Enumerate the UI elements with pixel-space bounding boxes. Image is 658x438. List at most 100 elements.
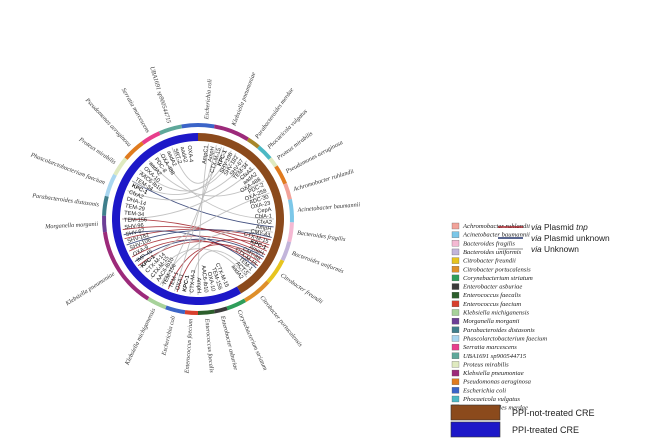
gene-label: AAC6-Ib10 [200, 265, 209, 293]
gene-label: AmpH [195, 277, 201, 293]
treatment-ring [111, 133, 284, 305]
legend-species-name: Enterococcus faecium [462, 301, 521, 308]
species-arc-ring [102, 123, 294, 315]
species-label: Enterobacter asburiae [219, 314, 240, 371]
species-label: Serratia marcescens [120, 87, 152, 135]
legend-label-not-treated: PPI-not-treated CRE [512, 408, 595, 418]
link-line [121, 218, 268, 252]
gene-label: SRT-2 [172, 148, 183, 165]
species-label: Klebsiella michiganensis [123, 307, 157, 367]
legend-species-name: Bacteroides fragilis [463, 240, 515, 247]
species-arc [280, 241, 292, 262]
species-label: Escherichia coli [203, 79, 214, 121]
link-line [121, 167, 255, 220]
gene-label: ADC-30 [249, 194, 270, 206]
link-line [161, 146, 222, 287]
gene-label: CfxA2 [257, 219, 273, 226]
species-label: Corynebacterium striatum [236, 309, 269, 372]
legend-label-treated: PPI-treated CRE [512, 425, 579, 435]
species-arc [158, 124, 183, 135]
gene-label: TEM-34 [124, 211, 144, 219]
legend-swatch-not-treated [450, 404, 501, 421]
species-label: UBA1691 sp900544715 [148, 66, 172, 125]
link-line [139, 152, 237, 192]
legend-species-name: Klebsiella pneumoniae [462, 370, 524, 377]
gene-label: OXA-23 [250, 201, 271, 211]
legend-swatch [451, 248, 460, 256]
species-arc [198, 309, 215, 315]
link-lines [121, 143, 275, 296]
legend-species-name: Enterococcus faecalis [462, 292, 521, 299]
link-line [123, 230, 257, 269]
species-arc [165, 305, 186, 315]
gene-label: CblA-1 [255, 213, 272, 220]
legend-species-name: Citrobacter portucalensis [463, 266, 531, 273]
legend-swatch [451, 395, 460, 403]
legend-species-name: Phocaeicola vulgatus [462, 396, 520, 403]
link-line [127, 160, 248, 201]
species-label: Enterococcus faecium [184, 318, 195, 374]
legend-swatch [451, 361, 460, 368]
legend-species-name: Parabacteroides distasonis [462, 327, 535, 334]
species-label: Phascolarctobacterium faecium [29, 151, 107, 186]
legend-swatch-treated [450, 421, 501, 438]
species-arc [102, 231, 150, 301]
legend-swatch [451, 292, 460, 299]
legend-species-name: Serratia marcescens [463, 344, 517, 351]
legend-swatch [451, 387, 460, 394]
species-label: Parabacteroides merdae [253, 87, 295, 141]
legend-species-name: Pseudomonas aeruginosa [462, 379, 532, 386]
link-line [174, 145, 217, 292]
species-label: Acinetobacter baumannii [296, 201, 360, 214]
legend-species-name: Escherichia coli [462, 387, 506, 394]
gene-label: CepA [257, 207, 272, 215]
species-label: Enterococcus faecalis [203, 317, 215, 373]
link-line [189, 250, 252, 295]
species-arc [244, 280, 270, 303]
species-label: Morganella morganii [44, 221, 99, 231]
species-arc [287, 222, 294, 243]
species-label: Citrobacter freundii [279, 272, 324, 306]
species-label: Klebsiella pneumoniae [230, 71, 257, 128]
gene-label: AmpH [255, 224, 271, 232]
treatment-legend: PPI-not-treated CRE PPI-treated CRE [450, 404, 595, 438]
link-line [137, 241, 261, 267]
link-type-legend: via Plasmid tnp via Plasmid unknown via … [498, 222, 610, 254]
gene-label: KPC-1 [182, 275, 191, 293]
gene-label: SHV-96 [124, 223, 144, 231]
species-legend: Achromobacter ruhlandii Acinetobacter bau… [451, 222, 547, 412]
arc-ppi-not-treated [198, 133, 284, 294]
link-line [159, 152, 275, 220]
link-line [131, 180, 274, 228]
legend-species-name: Phascolarctobacterium faecium [462, 335, 547, 342]
species-arc [124, 141, 144, 160]
legend-swatch [451, 343, 460, 351]
gene-label: aadA2 [179, 146, 188, 163]
legend-swatch [451, 369, 460, 377]
legend-species-name: Enterobacter asburiae [462, 284, 522, 291]
species-arc [181, 123, 198, 129]
species-arc [266, 259, 285, 284]
species-arc [213, 124, 249, 141]
species-label: Achromobacter ruhlandii [292, 168, 355, 193]
species-arc [274, 165, 288, 185]
species-label: Bacteroides uniformis [291, 250, 345, 275]
species-label: Klebsiella pneumoniae [64, 270, 117, 308]
gene-label: TEM-156 [124, 217, 147, 223]
legend-swatch [451, 274, 460, 282]
legend-species-name: UBA1691 sp900544715 [463, 353, 527, 360]
species-label: Citrobacter portucalensis [258, 294, 304, 348]
legend-swatch [451, 231, 460, 238]
legend-swatch [451, 300, 460, 308]
legend-species-name: Achromobacter ruhlandii [462, 223, 530, 230]
gene-label: AmpH [207, 146, 216, 162]
gene-label: OXA-4 [186, 145, 194, 162]
species-arc [226, 298, 246, 311]
legend-label-plasmid-unknown: via Plasmid unknown [531, 233, 610, 243]
link-line [131, 150, 232, 195]
gene-labels: AmpC1AmpHCTX-M-15KPC-1SHV-106SHV-182SHV-… [124, 145, 272, 293]
species-arc [257, 145, 272, 160]
gene-label: OXA-10 [206, 271, 216, 292]
